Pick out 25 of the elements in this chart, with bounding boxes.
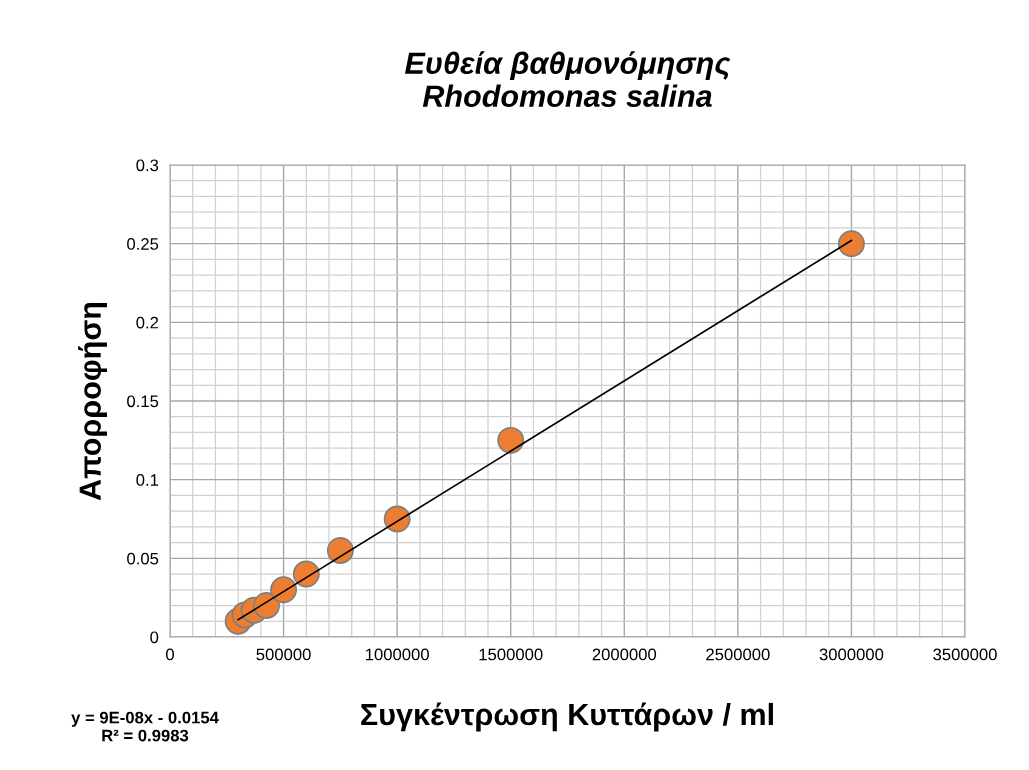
point [292,560,320,588]
y-tick-label: 0.05 [127,552,159,565]
x-axis-title: Συγκέντρωση Κυττάρων / ml [361,702,773,732]
x-tick-label: 0 [166,648,174,661]
x-tick-label: 1500000 [479,648,543,661]
x-tick-label: 3000000 [819,648,884,661]
y-tick-label: 0 [150,631,159,644]
y-tick-label: 0.25 [127,238,159,250]
y-axis-title: Απορροφήση [78,302,108,501]
y-tick-label: 0.2 [136,316,159,329]
y-tick-label: 0.15 [127,395,159,408]
point [326,537,354,564]
point [270,576,298,604]
x-tick-label: 500000 [256,648,311,661]
y-tick-label: 0.1 [136,474,159,486]
x-tick-label: 2500000 [706,648,770,661]
point [497,426,525,454]
text: y = 9E-08x - 0.0154 R² = 0.9983 [71,711,219,742]
x-tick-label: 2000000 [592,648,657,661]
x-tick-label: 3500000 [933,648,997,661]
x-tick-label: 1000000 [365,648,429,661]
point [837,230,865,258]
point [383,505,411,533]
y-tick-label: 0.3 [136,159,159,172]
chart-title: Ευθεία βαθμονόμησης Rhodomonas salina [405,51,731,107]
